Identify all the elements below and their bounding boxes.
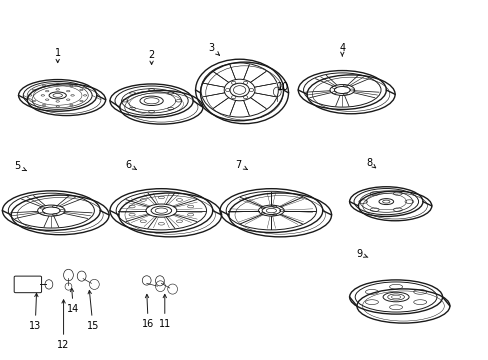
Text: 4: 4 xyxy=(339,43,345,56)
Text: 14: 14 xyxy=(67,288,80,314)
Text: 5: 5 xyxy=(15,161,26,171)
Text: 9: 9 xyxy=(356,249,367,259)
Text: 11: 11 xyxy=(158,294,171,329)
Text: 8: 8 xyxy=(366,158,375,168)
Text: 6: 6 xyxy=(125,159,136,170)
Text: 10: 10 xyxy=(276,82,288,92)
Text: 15: 15 xyxy=(86,291,99,331)
Text: 13: 13 xyxy=(29,293,41,331)
Text: 12: 12 xyxy=(57,300,70,350)
Text: 7: 7 xyxy=(235,159,247,170)
Text: 2: 2 xyxy=(148,50,154,64)
Text: 1: 1 xyxy=(55,48,61,63)
Text: 16: 16 xyxy=(142,294,154,329)
Text: 3: 3 xyxy=(208,43,219,55)
